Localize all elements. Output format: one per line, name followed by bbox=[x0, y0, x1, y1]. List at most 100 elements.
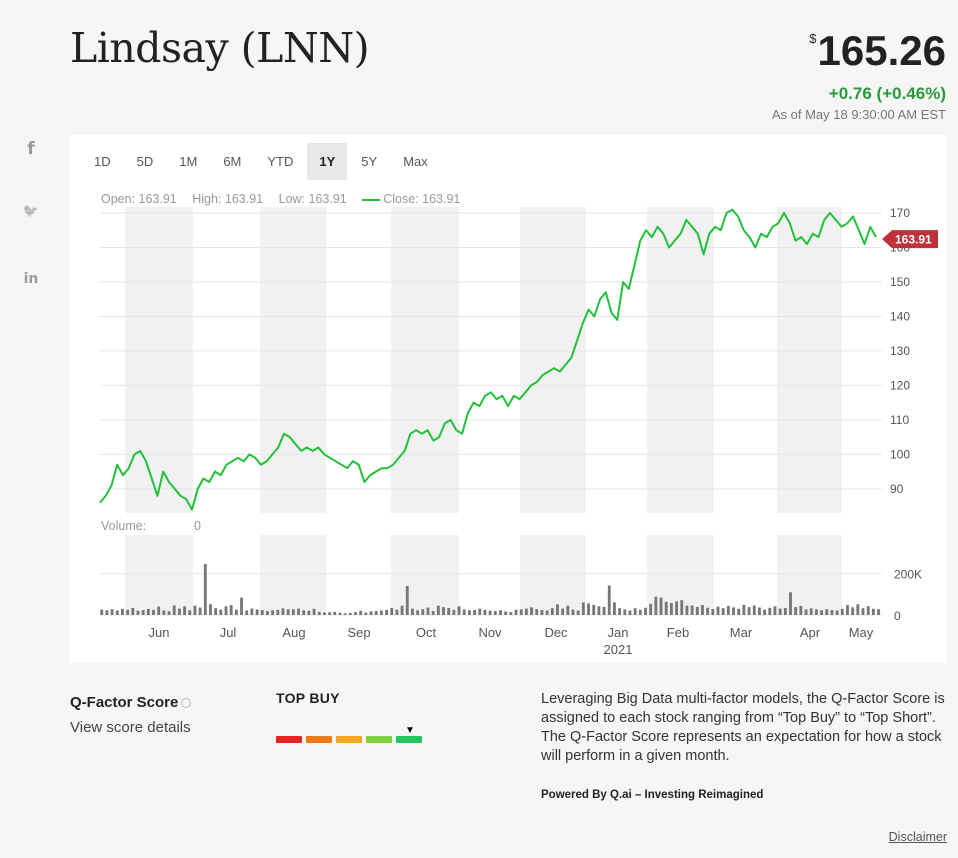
volume-bar bbox=[328, 612, 332, 615]
x-tick-label: Dec bbox=[544, 625, 568, 640]
ohlc-close: Close: 163.91 bbox=[362, 192, 472, 206]
volume-bar bbox=[100, 609, 104, 615]
disclaimer-link[interactable]: Disclaimer bbox=[888, 830, 947, 844]
rating-scale bbox=[276, 736, 426, 743]
volume-bar bbox=[188, 610, 192, 615]
volume-bar bbox=[354, 612, 357, 615]
price-tick-label: 140 bbox=[890, 309, 910, 323]
volume-bar bbox=[685, 605, 689, 615]
volume-bar bbox=[488, 610, 492, 615]
volume-bar bbox=[436, 605, 440, 615]
qfactor-title-text: Q-Factor Score bbox=[70, 694, 179, 711]
volume-bar bbox=[830, 610, 834, 615]
volume-bar bbox=[680, 600, 684, 615]
x-tick-label: Jun bbox=[149, 625, 170, 640]
volume-bar bbox=[664, 601, 668, 615]
volume-bar bbox=[649, 603, 653, 615]
volume-bar bbox=[291, 609, 295, 615]
volume-bar bbox=[338, 612, 342, 615]
volume-bar bbox=[690, 605, 694, 615]
view-score-details-link[interactable]: View score details bbox=[70, 719, 191, 736]
volume-bar bbox=[716, 606, 720, 615]
rating-segment bbox=[306, 736, 332, 743]
month-band bbox=[777, 207, 842, 513]
volume-bar bbox=[592, 604, 596, 615]
price-tick-label: 110 bbox=[890, 413, 909, 427]
volume-bar bbox=[732, 607, 735, 615]
volume-bar bbox=[706, 607, 710, 615]
volume-bar bbox=[566, 605, 570, 615]
volume-bar bbox=[695, 606, 699, 615]
volume-bar bbox=[524, 608, 528, 615]
range-tab-5y[interactable]: 5Y bbox=[361, 154, 378, 169]
volume-label: Volume: bbox=[101, 519, 146, 533]
volume-bar bbox=[530, 607, 533, 615]
volume-bar bbox=[804, 609, 808, 615]
month-band bbox=[520, 535, 586, 615]
volume-bar bbox=[545, 610, 549, 615]
volume-bar bbox=[514, 609, 518, 615]
volume-bar bbox=[400, 605, 404, 615]
volume-bar bbox=[509, 612, 513, 615]
range-tab-1y[interactable]: 1Y bbox=[307, 143, 348, 180]
volume-bar bbox=[250, 608, 254, 615]
volume-bar bbox=[359, 610, 363, 615]
volume-bar bbox=[768, 607, 772, 615]
x-year-label: 2021 bbox=[604, 642, 633, 657]
facebook-icon[interactable]: f bbox=[27, 139, 35, 159]
volume-bar bbox=[141, 610, 145, 615]
month-band bbox=[260, 535, 326, 615]
x-tick-label: Mar bbox=[730, 625, 753, 640]
volume-bar bbox=[571, 609, 575, 615]
price-tick-label: 150 bbox=[890, 275, 910, 289]
range-tab-1d[interactable]: 1D bbox=[94, 154, 111, 169]
linkedin-icon[interactable]: in bbox=[23, 271, 39, 287]
qfactor-description: Leveraging Big Data multi-factor models,… bbox=[541, 691, 945, 764]
price-tick-label: 100 bbox=[890, 447, 910, 461]
range-tab-ytd[interactable]: YTD bbox=[267, 154, 294, 169]
volume-bar bbox=[193, 605, 197, 615]
volume-bar bbox=[794, 607, 798, 615]
volume-bar bbox=[607, 585, 611, 615]
volume-bar bbox=[483, 609, 487, 615]
volume-bar bbox=[209, 604, 212, 615]
volume-bar bbox=[457, 606, 461, 615]
volume-bar bbox=[219, 609, 223, 615]
volume-bar bbox=[364, 612, 368, 615]
volume-bar bbox=[177, 608, 181, 615]
volume-bar bbox=[581, 602, 585, 615]
volume-bar bbox=[271, 610, 275, 615]
range-tab-max[interactable]: Max bbox=[403, 154, 428, 169]
range-tab-1m[interactable]: 1M bbox=[179, 154, 198, 169]
twitter-icon[interactable]: 🐦 bbox=[22, 204, 40, 219]
volume-bar bbox=[701, 605, 704, 615]
x-tick-label: Sep bbox=[347, 625, 370, 640]
volume-bar bbox=[131, 607, 135, 615]
volume-bar bbox=[312, 608, 316, 615]
rating-segment bbox=[336, 736, 362, 743]
volume-bar bbox=[602, 606, 606, 615]
stock-price: $165.26 bbox=[809, 30, 946, 72]
price-tick-label: 90 bbox=[890, 482, 904, 496]
close-swatch bbox=[362, 198, 381, 201]
volume-bar bbox=[742, 604, 746, 615]
volume-bar bbox=[322, 612, 326, 615]
price-tick-label: 170 bbox=[890, 206, 910, 220]
price-value: 165.26 bbox=[817, 27, 946, 74]
volume-bar bbox=[317, 611, 321, 615]
volume-bar bbox=[633, 608, 637, 615]
volume-bar bbox=[856, 604, 860, 615]
volume-bar bbox=[763, 609, 767, 615]
month-band bbox=[125, 207, 193, 513]
volume-bar bbox=[799, 605, 803, 615]
info-icon[interactable] bbox=[181, 698, 192, 709]
range-tab-5d[interactable]: 5D bbox=[136, 154, 154, 169]
volume-tick-label: 200K bbox=[894, 568, 922, 582]
volume-bar bbox=[871, 608, 875, 615]
volume-bar bbox=[297, 608, 300, 615]
currency-symbol: $ bbox=[809, 31, 817, 46]
last-price-tag bbox=[882, 230, 938, 249]
volume-bar bbox=[255, 609, 259, 615]
range-tab-6m[interactable]: 6M bbox=[223, 154, 242, 169]
ohlc-high: High: 163.91 bbox=[192, 192, 264, 206]
